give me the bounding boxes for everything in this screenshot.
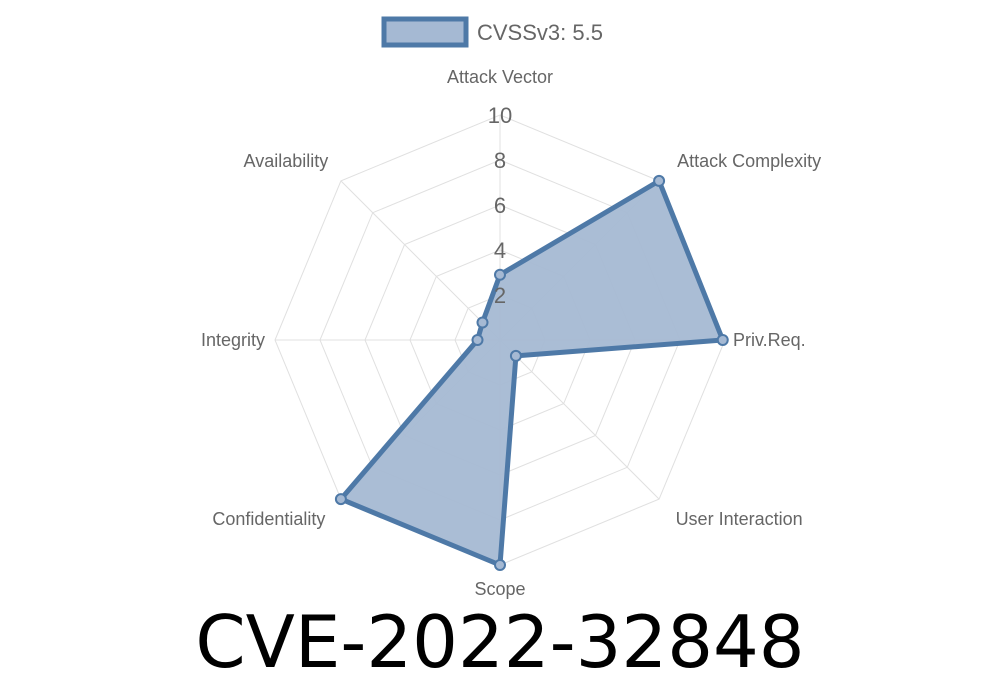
grid-spoke (340, 180, 501, 341)
axis-label: Availability (244, 151, 329, 171)
axis-label: Priv.Req. (733, 330, 806, 350)
page-title: CVE-2022-32848 (195, 600, 805, 684)
data-point (494, 268, 506, 281)
axis-label: Scope (474, 579, 525, 599)
data-point (716, 334, 729, 346)
data-point (334, 493, 347, 506)
tick-label: 2 (494, 283, 506, 308)
tick-label: 8 (494, 148, 506, 173)
data-point (509, 349, 522, 362)
axis-label: Attack Complexity (677, 151, 821, 171)
data-point (471, 334, 484, 346)
tick-label: 4 (494, 238, 506, 263)
axis-label: User Interaction (676, 509, 803, 529)
legend-swatch (381, 16, 469, 48)
legend-label: CVSSv3: 5.5 (477, 20, 603, 45)
tick-label: 10 (488, 103, 512, 128)
grid-spoke (499, 339, 660, 500)
data-point (494, 559, 506, 571)
tick-label: 6 (494, 193, 506, 218)
data-point (476, 316, 489, 329)
axis-label: Confidentiality (212, 509, 325, 529)
axis-label: Attack Vector (447, 67, 553, 87)
axis-label: Integrity (201, 330, 265, 350)
data-point (653, 174, 666, 187)
